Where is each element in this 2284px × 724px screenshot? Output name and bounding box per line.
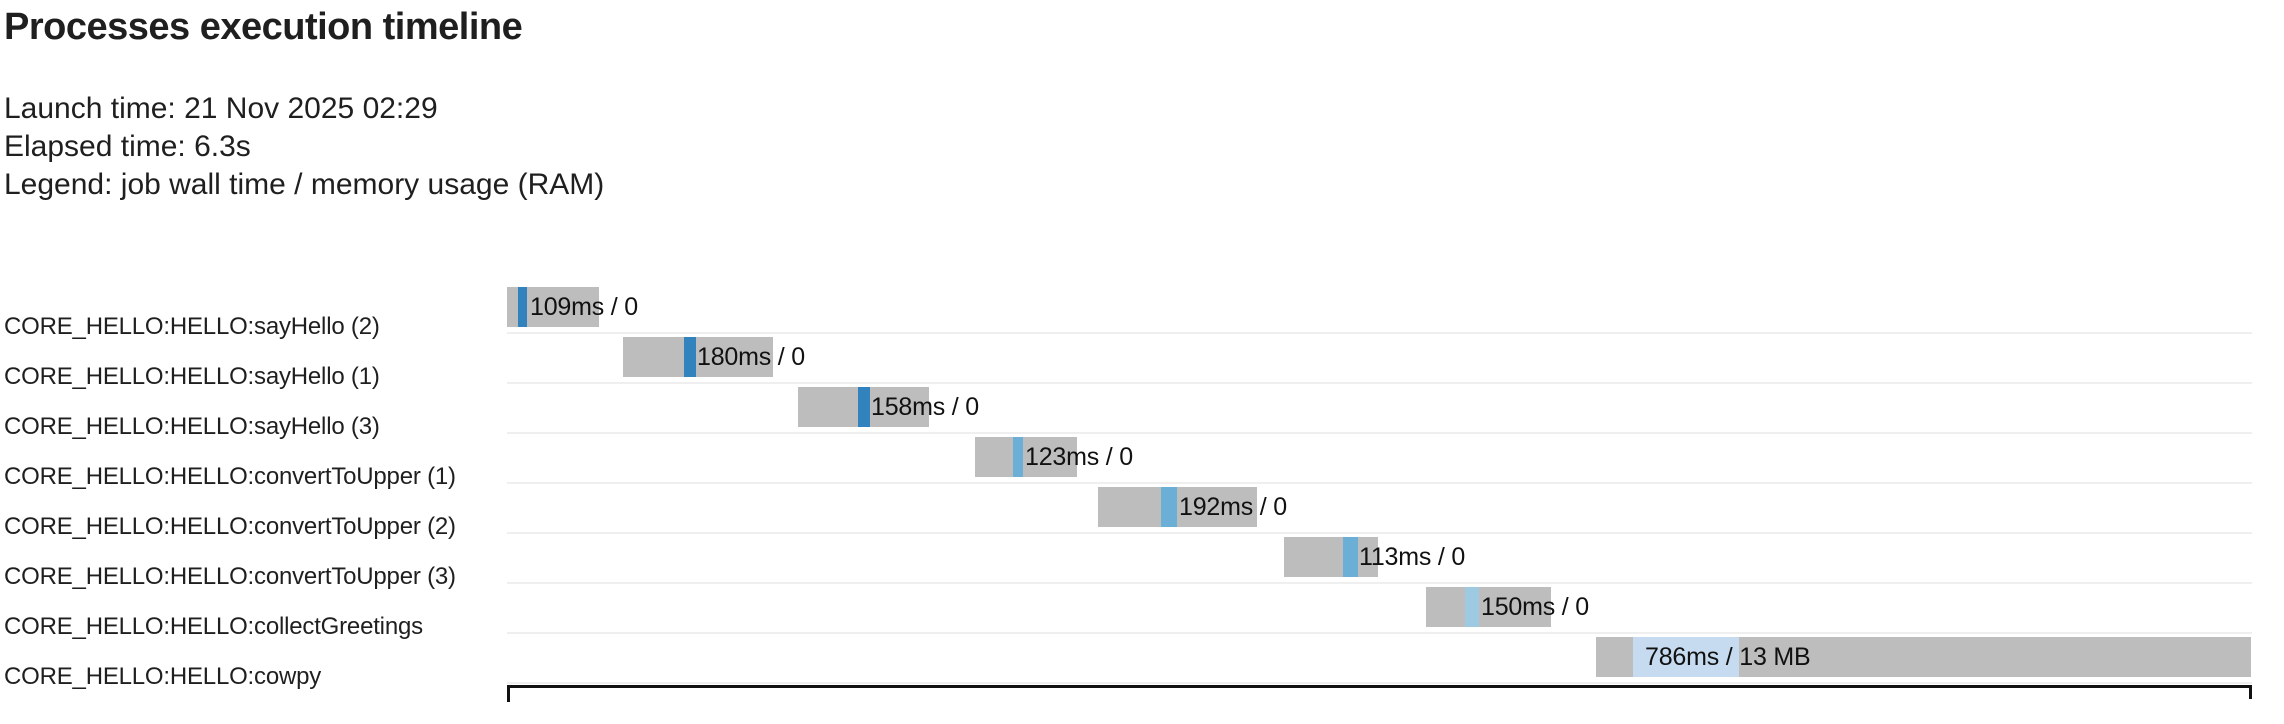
row-separator xyxy=(507,682,2252,684)
launch-time-line: Launch time: 21 Nov 2025 02:29 xyxy=(4,92,438,125)
task-bar: 150ms / 0 xyxy=(1426,587,1589,627)
row-separator xyxy=(507,332,2252,334)
row-separator xyxy=(507,632,2252,634)
task-run-segment xyxy=(1343,537,1358,577)
legend-line: Legend: job wall time / memory usage (RA… xyxy=(4,168,605,201)
task-row-label: CORE_HELLO:HELLO:sayHello (2) xyxy=(4,313,380,340)
task-row-label: CORE_HELLO:HELLO:sayHello (1) xyxy=(4,363,380,390)
task-bar-label: 113ms / 0 xyxy=(1359,543,1466,571)
task-run-segment xyxy=(518,287,527,327)
task-run-segment xyxy=(1465,587,1479,627)
task-bar-label: 109ms / 0 xyxy=(530,293,638,321)
task-row-label: CORE_HELLO:HELLO:collectGreetings xyxy=(4,613,423,640)
time-axis-tick-start xyxy=(507,685,510,702)
time-axis-line xyxy=(507,685,2252,688)
task-row-label: CORE_HELLO:HELLO:convertToUpper (1) xyxy=(4,463,456,490)
task-bar: 192ms / 0 xyxy=(1098,487,1287,527)
task-row-label: CORE_HELLO:HELLO:sayHello (3) xyxy=(4,413,380,440)
task-bar: 113ms / 0 xyxy=(1284,537,1465,577)
time-axis-tick-end xyxy=(2249,685,2252,699)
row-separator xyxy=(507,582,2252,584)
row-separator xyxy=(507,482,2252,484)
task-run-segment xyxy=(1633,637,1739,677)
task-bar-label: 150ms / 0 xyxy=(1481,593,1589,621)
row-separator xyxy=(507,432,2252,434)
task-run-segment xyxy=(1161,487,1177,527)
task-row-label: CORE_HELLO:HELLO:cowpy xyxy=(4,663,322,690)
task-bar-label: 192ms / 0 xyxy=(1179,493,1287,521)
task-bar-label: 786ms / 13 MB xyxy=(1645,643,1811,671)
run-info-block: Launch time: 21 Nov 2025 02:29 Elapsed t… xyxy=(4,90,604,204)
task-bar-label: 123ms / 0 xyxy=(1025,443,1133,471)
row-separator xyxy=(507,382,2252,384)
row-separator xyxy=(507,532,2252,534)
task-bar-label: 180ms / 0 xyxy=(697,343,805,371)
task-bar: 786ms / 13 MB xyxy=(1596,637,2251,677)
task-bar: 180ms / 0 xyxy=(623,337,805,377)
page-title: Processes execution timeline xyxy=(4,6,523,48)
task-run-segment xyxy=(684,337,696,377)
task-bar: 158ms / 0 xyxy=(798,387,979,427)
task-bar: 123ms / 0 xyxy=(975,437,1133,477)
elapsed-time-line: Elapsed time: 6.3s xyxy=(4,130,251,163)
task-bar: 109ms / 0 xyxy=(507,287,638,327)
task-row-label: CORE_HELLO:HELLO:convertToUpper (2) xyxy=(4,513,456,540)
task-row-label: CORE_HELLO:HELLO:convertToUpper (3) xyxy=(4,563,456,590)
task-run-segment xyxy=(858,387,870,427)
task-run-segment xyxy=(1013,437,1023,477)
task-bar-label: 158ms / 0 xyxy=(871,393,979,421)
